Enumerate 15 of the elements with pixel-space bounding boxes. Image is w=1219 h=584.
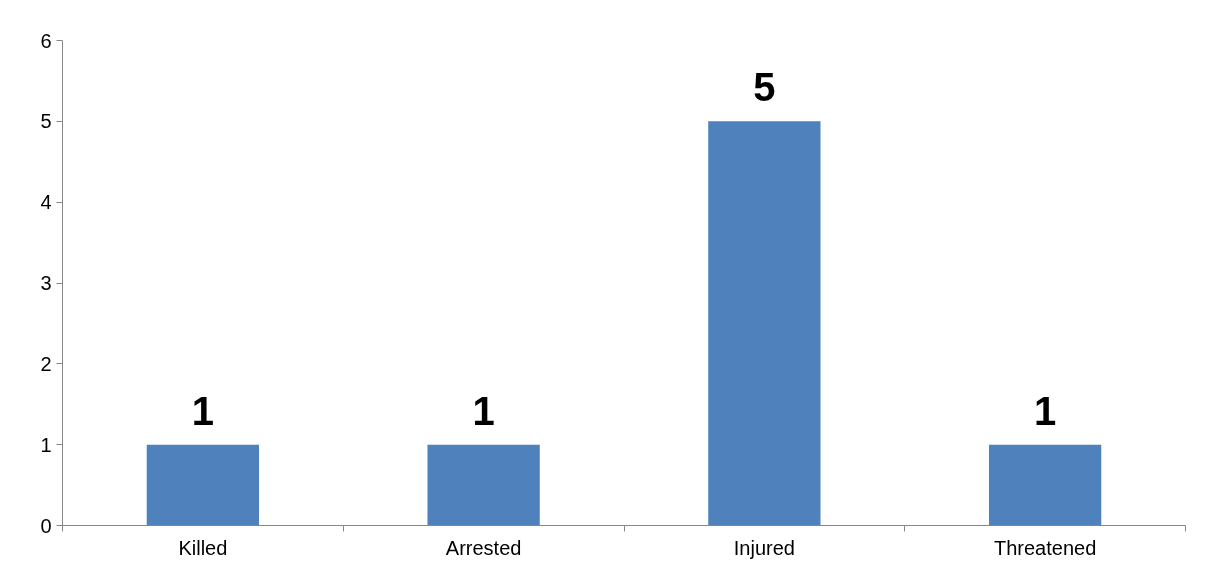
data-label: 1 [472, 388, 495, 433]
data-label: 1 [191, 388, 214, 433]
y-tick-label: 3 [40, 272, 52, 294]
y-tick-label: 2 [40, 352, 52, 375]
y-tick-label: 4 [40, 191, 52, 214]
y-tick-label: 1 [40, 433, 52, 456]
x-tick-label: Threatened [993, 536, 1097, 559]
x-tick-label: Arrested [445, 536, 522, 559]
y-tick-label: 5 [40, 110, 52, 133]
y-tick-label: 0 [40, 514, 52, 537]
x-tick-label: Injured [733, 536, 795, 559]
x-tick-label: Killed [178, 536, 228, 559]
y-tick-label: 6 [40, 29, 52, 52]
data-label: 5 [753, 65, 776, 110]
data-label: 1 [1034, 388, 1057, 433]
